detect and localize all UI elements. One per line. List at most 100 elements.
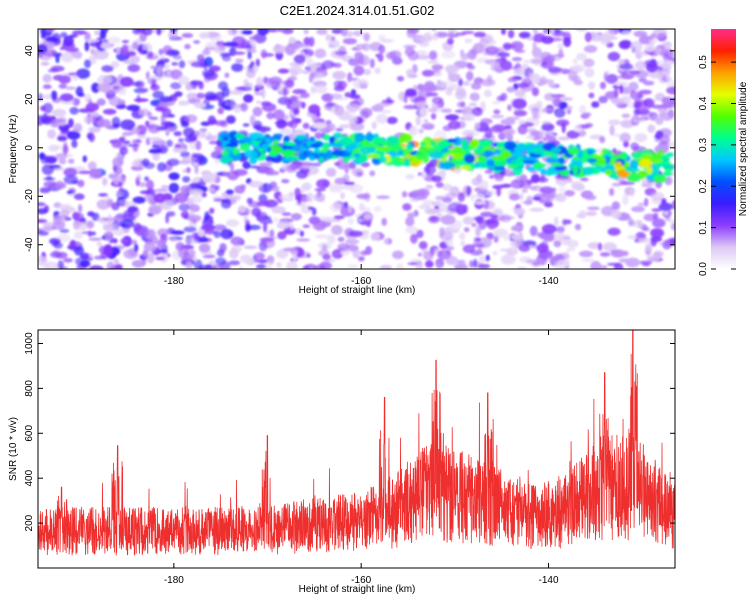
heatmap-cell [433,130,447,141]
heatmap-cell [297,194,302,205]
heatmap-cell [614,133,620,137]
y-tick-label: 20 [24,93,35,105]
heatmap-cell [343,201,349,208]
heatmap-cell [151,144,160,149]
heatmap-cell [131,139,143,144]
heatmap-cell [436,81,448,88]
heatmap-cell [229,162,235,172]
heatmap-cell [194,102,207,109]
heatmap-cell [643,226,650,232]
heatmap-cell [560,68,571,75]
heatmap-cell [641,183,653,188]
heatmap-cell [135,80,145,89]
heatmap-cell [40,105,47,112]
heatmap-cell [238,266,244,269]
heatmap-cell [224,101,230,106]
heatmap-cell [584,31,592,43]
heatmap-cell [96,199,111,210]
heatmap-cell [77,223,88,231]
heatmap-cell [670,237,675,246]
heatmap-cell [661,96,673,105]
heatmap-cell [566,130,580,139]
heatmap-cell [419,106,428,118]
colorbar-tick-label: 0.1 [698,220,709,234]
heatmap-cell [647,124,656,133]
heatmap-cell [601,148,609,153]
colorbar-tick-label: 0.3 [698,137,709,151]
heatmap-cell [256,76,263,87]
heatmap-cell [212,264,226,269]
heatmap-cell [258,240,268,252]
heatmap-cell [531,107,540,117]
heatmap-cell [333,85,345,92]
heatmap-cell [619,84,624,94]
snr-x-axis-label: Height of straight line (km) [299,584,416,595]
heatmap-cell [471,106,483,117]
heatmap-cell [419,34,433,43]
heatmap-cell [96,118,111,128]
heatmap-cell [653,47,663,55]
heatmap-cell [469,140,479,148]
heatmap-cell [264,134,271,139]
heatmap-cell [47,129,56,139]
heatmap-cell [205,41,218,51]
heatmap-cell [246,68,256,79]
heatmap-cell [583,45,598,53]
colorbar-label: Normalized spectral amplitude [738,81,749,216]
heatmap-cell [620,119,635,129]
heatmap-cell [59,228,70,234]
heatmap-cell [492,250,498,256]
heatmap-cell [418,128,424,134]
heatmap-cell [189,80,203,86]
heatmap-cell [518,119,526,125]
heatmap-cell [300,92,310,99]
heatmap-cell [422,199,435,206]
heatmap-cell [544,55,556,64]
heatmap-cell [68,188,76,195]
heatmap-cell [322,253,331,261]
heatmap-cell [666,86,675,95]
heatmap-cell [592,156,606,165]
heatmap-cell [490,214,499,219]
heatmap-cell [264,170,280,176]
heatmap-cell [605,73,619,84]
heatmap-cell [513,67,529,76]
heatmap-cell [97,83,112,93]
heatmap-cell [241,29,253,35]
heatmap-cell [119,146,128,156]
heatmap-cell [585,211,598,217]
heatmap-cell [366,153,380,159]
heatmap-cell [262,76,268,85]
heatmap-cell [52,215,63,226]
heatmap-cell [445,255,458,266]
heatmap-cell [653,174,667,184]
heatmap-cell [430,113,437,120]
heatmap-cell [172,148,186,153]
heatmap-cell [473,147,485,155]
heatmap-cell [473,193,486,199]
heatmap-cell [38,255,48,265]
heatmap-cell [89,40,104,48]
heatmap-cell [158,48,164,56]
snr-y-axis-label: SNR (10 * v/v) [8,417,19,481]
heatmap-cell [484,128,493,139]
heatmap-cell [607,262,621,266]
heatmap-cell [579,104,587,115]
heatmap-cell [260,101,272,106]
heatmap-cell [259,237,275,242]
heatmap-cell [81,252,88,258]
heatmap-cell [142,249,149,258]
heatmap-cell [553,232,566,241]
heatmap-cell [604,169,613,176]
heatmap-cell [263,222,268,233]
heatmap-cell [290,223,295,231]
heatmap-cell [300,184,305,194]
heatmap-cell [611,182,622,187]
heatmap-cell [630,41,643,52]
heatmap-cell [116,45,121,55]
heatmap-cell [440,161,456,170]
heatmap-cell [123,60,136,65]
heatmap-cell [72,30,87,35]
heatmap-cell [452,152,464,160]
heatmap-cell [447,31,455,40]
